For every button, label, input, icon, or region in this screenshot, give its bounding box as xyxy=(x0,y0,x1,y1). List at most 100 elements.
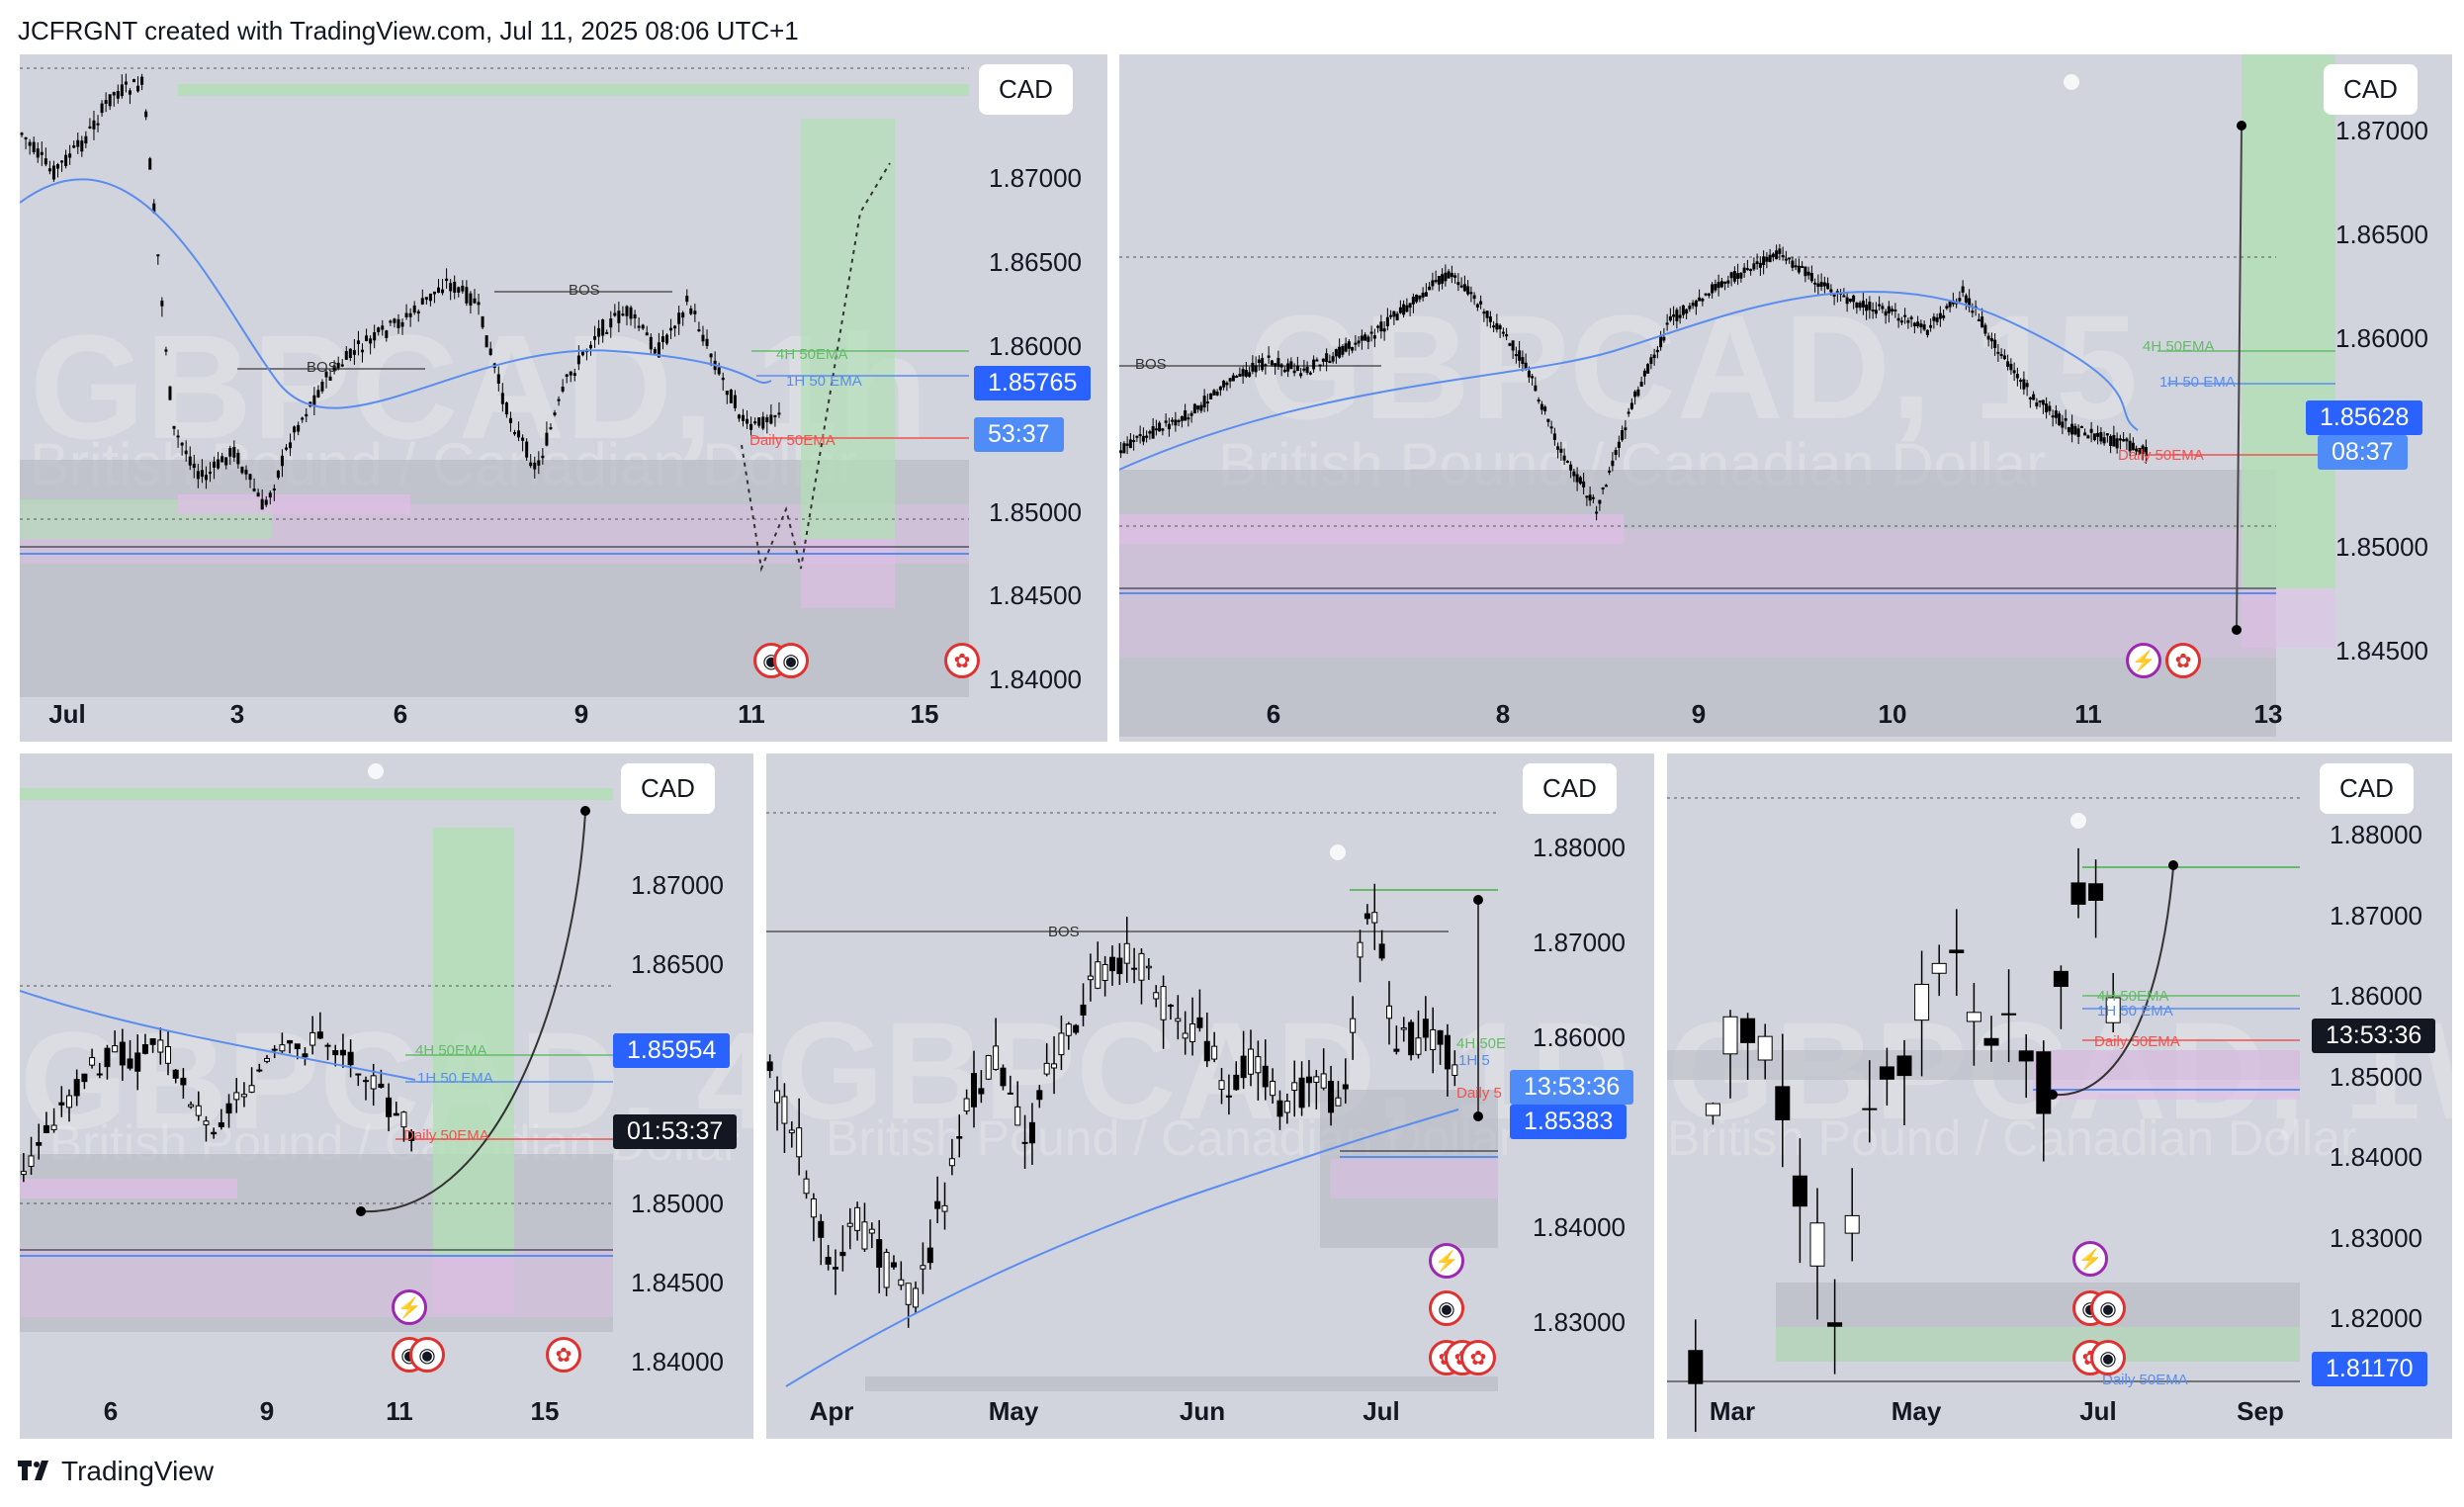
canada-event-icon[interactable]: ✿ xyxy=(546,1337,581,1373)
candle-body xyxy=(1942,314,1946,318)
date-label: 11 xyxy=(386,1396,413,1426)
candle-body xyxy=(316,390,320,398)
candle-body xyxy=(339,1049,346,1056)
support-zone xyxy=(1776,1327,2300,1362)
candle-body xyxy=(1781,254,1785,258)
currency-badge[interactable]: CAD xyxy=(621,763,715,814)
tradingview-logo[interactable]: TradingView xyxy=(18,1456,214,1487)
candle-body xyxy=(1080,1004,1087,1016)
event-alert-icon[interactable]: ⚡ xyxy=(2126,643,2161,678)
uk-event-icon[interactable]: ◉ xyxy=(409,1337,445,1373)
candle-body xyxy=(1135,435,1139,438)
uk-event-icon[interactable]: ◉ xyxy=(773,643,809,678)
candle-body xyxy=(1430,1028,1437,1051)
candle-body xyxy=(165,1045,171,1064)
chart-panel-1w[interactable]: GBPCAD, 1W British Pound / Canadian Doll… xyxy=(1667,754,2452,1439)
candle-body xyxy=(1788,257,1792,260)
candle-body xyxy=(2086,435,2090,439)
candle-body xyxy=(1739,272,1743,279)
uk-event-icon[interactable]: ◉ xyxy=(2090,1290,2126,1326)
candle-body xyxy=(441,289,445,294)
candle-body xyxy=(20,133,24,135)
canada-event-icon[interactable]: ✿ xyxy=(1460,1340,1496,1375)
candle-body xyxy=(504,402,508,415)
candle-body xyxy=(1357,340,1361,344)
price-label: 1.87000 xyxy=(989,163,1082,193)
candle-body xyxy=(1794,265,1798,268)
chart-canvas[interactable] xyxy=(20,754,753,1439)
candle-body xyxy=(1469,292,1473,295)
candle-body xyxy=(385,330,389,338)
candle-body xyxy=(693,310,697,314)
candle-body xyxy=(1929,324,1933,328)
date-label: 11 xyxy=(738,699,765,729)
tradingview-logo-icon xyxy=(18,1461,48,1480)
canada-event-icon[interactable]: ✿ xyxy=(2165,643,2201,678)
price-label: 1.86500 xyxy=(2335,220,2428,249)
chart-panel-15m[interactable]: GBPCAD, 15 British Pound / Canadian Doll… xyxy=(1119,54,2452,742)
currency-badge[interactable]: CAD xyxy=(979,64,1073,115)
candle-body xyxy=(1652,354,1656,359)
candle-body xyxy=(297,424,301,432)
price-label: 1.85000 xyxy=(989,497,1082,527)
candle-body xyxy=(449,283,453,292)
candle-body xyxy=(365,335,369,341)
chart-panel-4h[interactable]: GBPCAD, 4h British Pound / Canadian Doll… xyxy=(20,754,753,1439)
chart-canvas[interactable] xyxy=(766,754,1654,1439)
candle-body xyxy=(1101,963,1108,981)
chart-canvas[interactable] xyxy=(1119,54,2452,742)
chart-canvas[interactable] xyxy=(1667,754,2452,1439)
candle-body xyxy=(721,377,725,381)
candle-body xyxy=(104,100,108,104)
canada-event-icon[interactable]: ✿ xyxy=(944,643,980,678)
candle-body xyxy=(43,1124,49,1133)
uk-event-icon[interactable]: ◉ xyxy=(2090,1340,2126,1375)
candle-body xyxy=(769,414,773,424)
candle-body xyxy=(1884,310,1888,316)
event-alert-icon[interactable]: ⚡ xyxy=(392,1289,427,1325)
candle-body xyxy=(1485,310,1489,318)
ema-daily-label: Daily 50EMA xyxy=(2102,1372,2188,1388)
chart-panel-1d[interactable]: GBPCAD, 1D British Pound / Canadian Doll… xyxy=(766,754,1654,1439)
candle-body xyxy=(1732,271,1736,282)
date-label: 6 xyxy=(103,1396,119,1426)
candle-body xyxy=(677,312,681,324)
candle-body xyxy=(1459,285,1463,288)
candle-body xyxy=(1369,331,1373,334)
event-alert-icon[interactable]: ⚡ xyxy=(2072,1241,2108,1277)
chart-canvas[interactable] xyxy=(20,54,1107,742)
candle-body xyxy=(669,327,673,331)
candle-body xyxy=(248,474,252,481)
candle-body xyxy=(1415,1037,1422,1055)
candle-body xyxy=(545,432,549,446)
chart-panel-1h[interactable]: GBPCAD, 1h British Pound / Canadian Doll… xyxy=(20,54,1107,742)
candle-body xyxy=(1274,363,1277,367)
candle-body xyxy=(1125,443,1129,446)
uk-event-icon[interactable]: ◉ xyxy=(1429,1290,1464,1326)
candle-body xyxy=(233,1092,240,1101)
candle-body xyxy=(876,1239,883,1269)
candle-body xyxy=(1604,485,1608,488)
candle-body xyxy=(51,165,55,180)
candle-body xyxy=(1980,316,1984,328)
currency-badge[interactable]: CAD xyxy=(2324,64,2418,115)
candle-body xyxy=(172,425,176,429)
candle-body xyxy=(477,302,481,306)
candle-body xyxy=(336,362,340,369)
candle-body xyxy=(765,417,769,423)
last-price-tag: 1.85628 xyxy=(2306,400,2423,435)
projection-curve xyxy=(360,812,586,1213)
currency-badge[interactable]: CAD xyxy=(1523,763,1617,814)
candle-body xyxy=(941,1204,948,1212)
event-alert-icon[interactable]: ⚡ xyxy=(1429,1243,1464,1279)
candle-body xyxy=(348,348,352,359)
candle-body xyxy=(1938,312,1942,319)
candle-body xyxy=(2048,405,2052,411)
candle-body xyxy=(1318,364,1322,367)
candle-body xyxy=(1270,1080,1276,1097)
currency-badge[interactable]: CAD xyxy=(2320,763,2414,814)
candle-body xyxy=(541,455,545,459)
candle-body xyxy=(149,1038,156,1045)
candle-body xyxy=(689,308,693,314)
candle-body xyxy=(1745,268,1749,271)
